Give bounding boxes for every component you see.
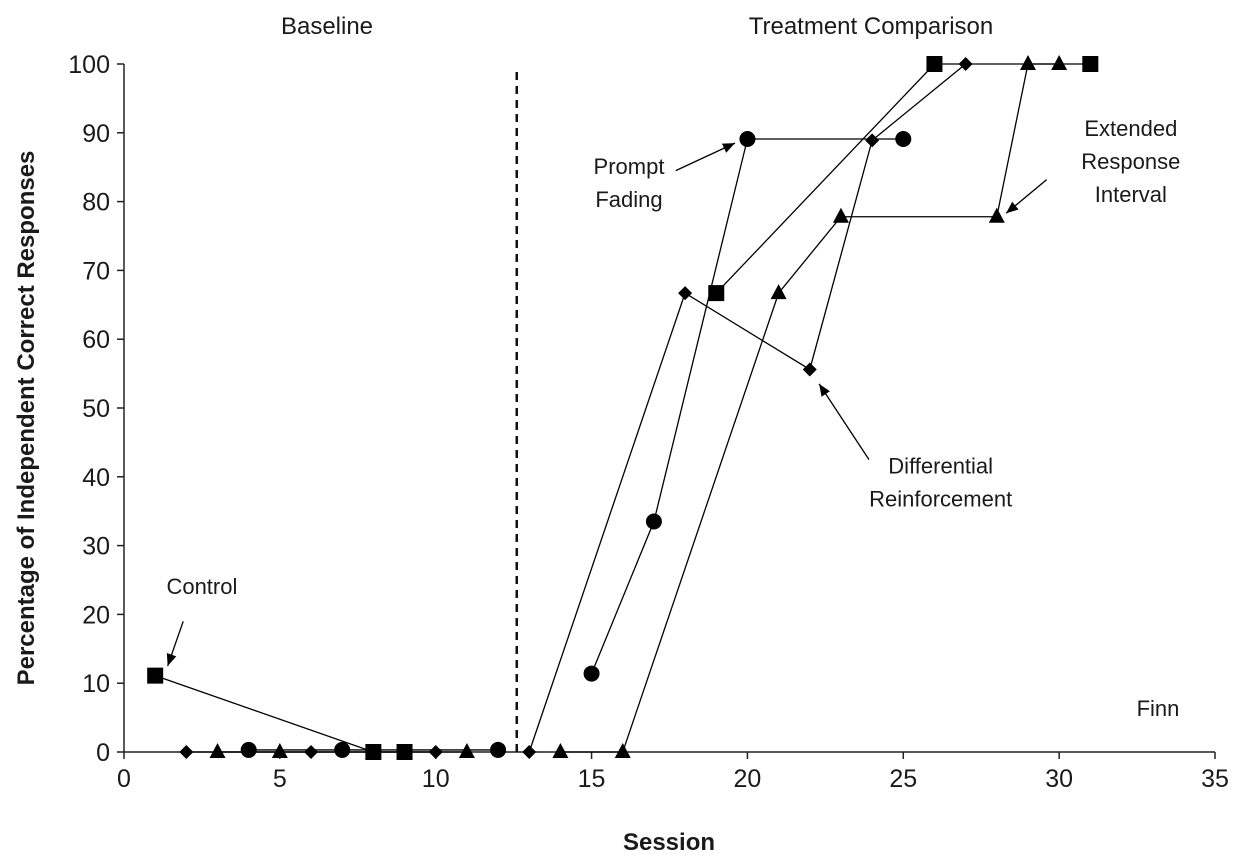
x-tick-label: 20 <box>734 765 762 793</box>
arrowhead-differential-reinforcement <box>819 383 830 397</box>
y-tick-label: 10 <box>82 670 110 698</box>
series-prompt-fading <box>240 130 912 758</box>
annotation-label-control: Control <box>166 574 237 599</box>
arrowhead-prompt-fading <box>721 143 735 153</box>
x-tick-label: 5 <box>273 765 287 793</box>
data-point-extended-response-interval <box>770 284 787 300</box>
data-point-extended-response-interval <box>614 743 631 758</box>
annotation-label-differential-reinforcement: Differential <box>888 453 993 478</box>
data-point-extended-response-interval <box>832 207 849 223</box>
data-point-differential-reinforcement <box>678 286 693 301</box>
data-point-prompt-fading <box>490 741 507 758</box>
arrowhead-control <box>166 653 177 666</box>
y-tick-label: 60 <box>82 326 110 354</box>
data-point-differential-reinforcement <box>958 57 973 71</box>
data-point-control <box>926 56 943 72</box>
data-point-extended-response-interval <box>552 743 569 758</box>
series-line-control-treatment <box>715 63 1091 294</box>
annotation-extended-response-interval: Extended Response Interval <box>1005 116 1180 214</box>
data-point-control <box>1082 56 1099 72</box>
annotation-label-differential-reinforcement: Reinforcement <box>869 486 1012 511</box>
data-point-differential-reinforcement <box>865 133 880 148</box>
annotation-label-extended-response-interval: Interval <box>1095 182 1167 207</box>
y-tick-label: 80 <box>82 189 110 217</box>
y-tick-label: 90 <box>82 120 110 148</box>
x-tick-label: 10 <box>422 765 450 793</box>
data-point-differential-reinforcement <box>802 362 817 377</box>
data-point-extended-response-interval <box>1019 55 1036 70</box>
annotation-label-prompt-fading: Fading <box>595 187 662 212</box>
data-point-prompt-fading <box>334 741 351 758</box>
data-point-prompt-fading <box>583 665 600 682</box>
y-tick-label: 100 <box>68 51 110 79</box>
arrowhead-extended-response-interval <box>1006 201 1019 214</box>
data-point-extended-response-interval <box>209 743 226 758</box>
y-tick-label: 0 <box>96 739 110 767</box>
annotation-layer: Control Prompt Fading Differential Reinforce… <box>166 116 1180 667</box>
data-point-prompt-fading <box>240 741 257 758</box>
data-point-control <box>147 667 164 684</box>
y-tick-label: 20 <box>82 601 110 629</box>
x-tick-label: 25 <box>889 765 917 793</box>
data-point-differential-reinforcement <box>522 745 537 759</box>
y-tick-label: 70 <box>82 257 110 285</box>
annotation-arrow-differential-reinforcement <box>818 383 870 460</box>
annotation-differential-reinforcement: Differential Reinforcement <box>818 383 1012 511</box>
series-layer <box>147 55 1099 760</box>
x-tick-label: 15 <box>578 765 606 793</box>
y-tick-label: 40 <box>82 464 110 492</box>
annotation-label-extended-response-interval: Response <box>1081 149 1180 174</box>
data-point-prompt-fading <box>739 130 756 147</box>
y-tick-label: 30 <box>82 533 110 561</box>
annotation-label-prompt-fading: Prompt <box>594 154 665 179</box>
phase-label-baseline: Baseline <box>281 13 373 40</box>
series-line-prompt-fading-treatment <box>590 138 904 674</box>
annotation-control: Control <box>166 574 237 667</box>
data-point-extended-response-interval <box>988 207 1005 223</box>
data-point-control <box>708 285 725 302</box>
data-point-extended-response-interval <box>1051 55 1068 70</box>
annotation-label-extended-response-interval: Extended <box>1084 116 1177 141</box>
y-tick-label: 50 <box>82 395 110 423</box>
phase-label-treatment: Treatment Comparison <box>749 13 994 40</box>
axes: 0 10 20 30 40 50 60 70 80 90 100 0 5 10 15 20 25 30 35 <box>68 51 1229 793</box>
x-tick-label: 30 <box>1045 765 1073 793</box>
annotation-prompt-fading: Prompt Fading <box>594 142 736 212</box>
participant-label: Finn <box>1137 696 1180 721</box>
x-tick-label: 35 <box>1201 765 1229 793</box>
series-line-control-baseline <box>154 675 405 753</box>
data-point-prompt-fading <box>895 130 912 147</box>
x-axis-title: Session <box>623 829 715 856</box>
data-point-prompt-fading <box>645 513 662 530</box>
y-axis-title: Percentage of Independent Correct Respon… <box>13 151 40 686</box>
series-differential-reinforcement <box>179 57 973 759</box>
x-tick-label: 0 <box>117 765 131 793</box>
data-point-differential-reinforcement <box>179 745 194 759</box>
